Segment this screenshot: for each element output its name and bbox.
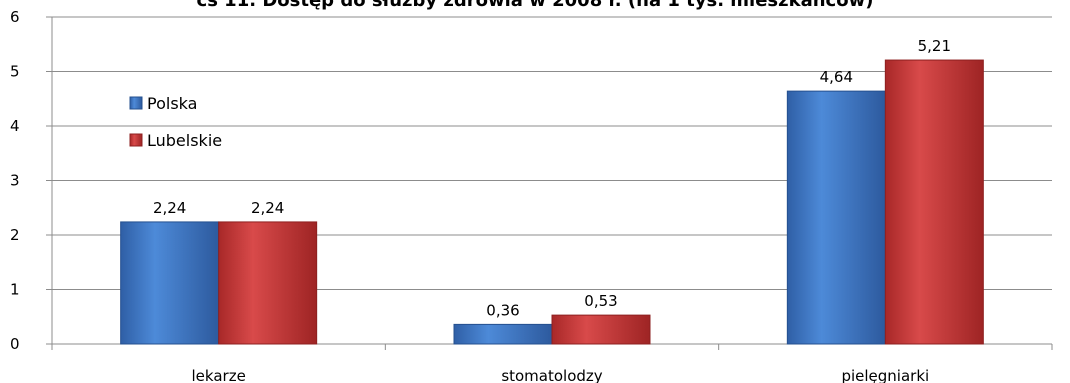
bar-polska-1 xyxy=(453,323,553,345)
data-label: 0,53 xyxy=(584,292,617,310)
bar-polska-0 xyxy=(120,221,220,345)
y-tick-label: 5 xyxy=(10,63,20,81)
legend-label-lubelskie: Lubelskie xyxy=(147,131,222,150)
data-label: 5,21 xyxy=(918,37,951,55)
bar-lubelskie-0 xyxy=(218,221,318,345)
y-tick-label: 2 xyxy=(10,226,20,244)
bar-lubelskie-1 xyxy=(551,314,651,345)
x-tick-label: pielęgniarki xyxy=(841,367,929,383)
data-label: 4,64 xyxy=(820,68,853,86)
x-tick-label: stomatolodzy xyxy=(501,367,602,383)
chart-title: cs 11. Dostęp do służby zdrowia w 2008 r… xyxy=(196,0,874,11)
bar-lubelskie-2 xyxy=(884,59,984,345)
legend-swatch-polska xyxy=(129,96,143,110)
y-tick-label: 1 xyxy=(10,281,20,299)
y-tick-label: 0 xyxy=(10,335,20,353)
y-tick-label: 6 xyxy=(10,8,20,26)
data-label: 2,24 xyxy=(251,199,284,217)
legend-swatch-lubelskie xyxy=(129,133,143,147)
bar-polska-2 xyxy=(786,90,886,345)
data-label: 2,24 xyxy=(153,199,186,217)
x-tick-label: lekarze xyxy=(192,367,246,383)
y-tick-label: 3 xyxy=(10,172,20,190)
y-tick-label: 4 xyxy=(10,117,20,135)
legend-label-polska: Polska xyxy=(147,94,197,113)
data-label: 0,36 xyxy=(486,301,519,319)
